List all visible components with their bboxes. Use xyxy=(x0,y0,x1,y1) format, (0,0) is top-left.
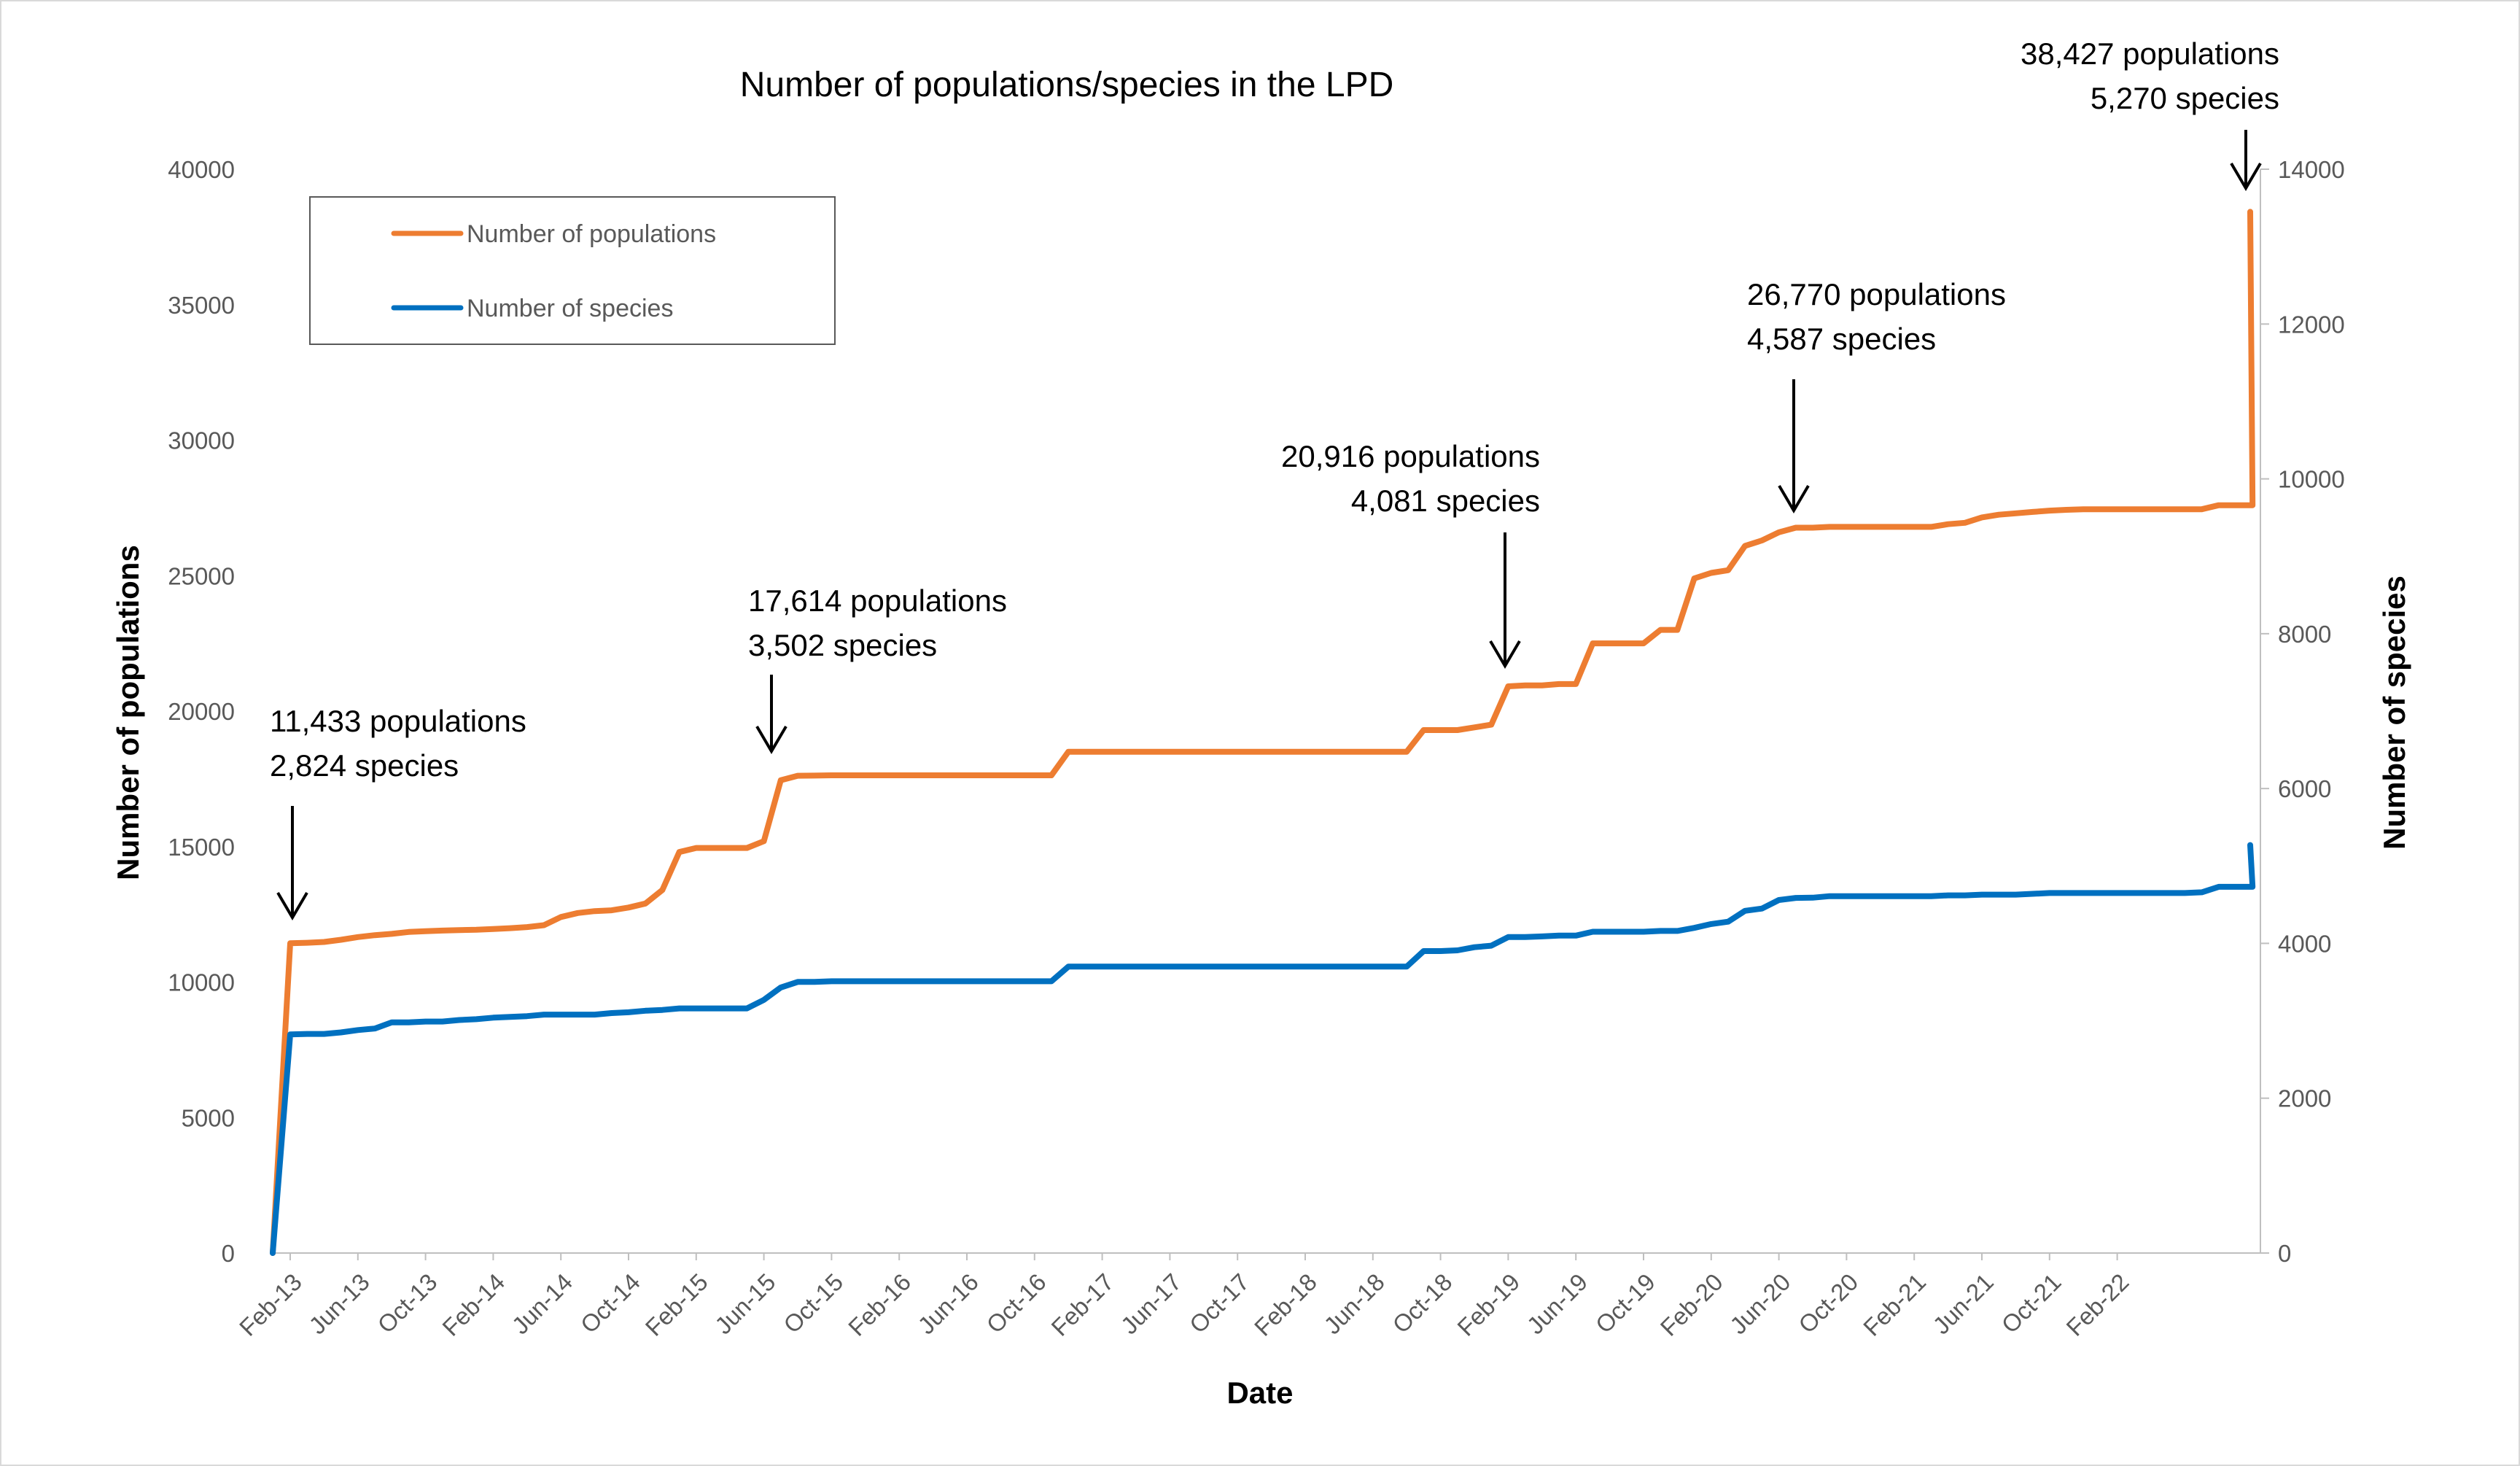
legend-label-populations: Number of populations xyxy=(467,220,716,248)
x-tick-label: Feb-22 xyxy=(2061,1268,2134,1341)
x-tick-label: Jun-18 xyxy=(1318,1268,1390,1340)
annotation-arrow-head xyxy=(1489,640,1521,669)
x-tick-label: Feb-15 xyxy=(640,1268,713,1341)
annotation-populations-text: 17,614 populations xyxy=(748,583,1007,618)
x-tick-label: Oct-15 xyxy=(778,1268,848,1338)
x-axis-ticks: Feb-13Jun-13Oct-13Feb-14Jun-14Oct-14Feb-… xyxy=(234,1253,2134,1341)
left-y-axis-label: Number of populations xyxy=(111,545,145,880)
x-tick-label: Feb-16 xyxy=(843,1268,916,1341)
axes-lines xyxy=(271,169,2261,1254)
x-tick-label: Oct-16 xyxy=(981,1268,1051,1338)
left-y-tick-label: 35000 xyxy=(168,292,235,319)
x-axis-label: Date xyxy=(1226,1376,1293,1410)
right-y-tick-label: 12000 xyxy=(2278,311,2345,338)
right-y-tick-label: 6000 xyxy=(2278,775,2331,802)
annotation-arrow-head xyxy=(1778,484,1810,513)
series-line-populations xyxy=(270,209,2256,1256)
x-tick-label: Jun-17 xyxy=(1116,1268,1187,1340)
legend-box xyxy=(309,196,836,345)
x-tick-label: Feb-19 xyxy=(1452,1268,1525,1341)
annotation-populations-text: 26,770 populations xyxy=(1747,277,2006,311)
x-tick-label: Jun-14 xyxy=(507,1268,578,1340)
left-y-tick-label: 40000 xyxy=(168,156,235,183)
right-y-tick-label: 4000 xyxy=(2278,930,2331,957)
series-layer xyxy=(270,209,2256,1256)
chart-title: Number of populations/species in the LPD xyxy=(740,66,1394,104)
x-tick-label: Jun-13 xyxy=(303,1268,375,1340)
annotation-populations-text: 38,427 populations xyxy=(2021,36,2279,71)
left-y-tick-label: 15000 xyxy=(168,834,235,861)
annotation-arrow-head xyxy=(2230,162,2262,191)
x-tick-label: Jun-20 xyxy=(1724,1268,1796,1340)
right-y-tick-label: 0 xyxy=(2278,1240,2291,1267)
x-tick-label: Feb-17 xyxy=(1046,1268,1119,1341)
x-tick-label: Oct-19 xyxy=(1590,1268,1660,1338)
annotations: 11,433 populations 2,824 species 17,614 po… xyxy=(270,36,2279,920)
legend-label-species: Number of species xyxy=(467,295,673,322)
left-y-tick-label: 20000 xyxy=(168,698,235,725)
annotation-arrow-head xyxy=(755,725,788,754)
series-line-species xyxy=(270,842,2256,1256)
right-y-axis-label: Number of species xyxy=(2377,575,2411,850)
annotation-populations-text: 11,433 populations xyxy=(270,704,526,738)
annotation-species-text: 4,081 species xyxy=(1351,484,1540,518)
annotation-species-text: 2,824 species xyxy=(270,748,459,783)
x-tick-label: Jun-15 xyxy=(709,1268,781,1340)
x-tick-label: Oct-14 xyxy=(575,1268,645,1338)
x-tick-label: Oct-20 xyxy=(1793,1268,1863,1338)
x-tick-label: Feb-18 xyxy=(1249,1268,1322,1341)
right-y-tick-label: 10000 xyxy=(2278,466,2345,493)
annotation-species-text: 4,587 species xyxy=(1747,322,1936,356)
annotation-arrow-head xyxy=(276,891,308,920)
x-tick-label: Oct-21 xyxy=(1996,1268,2066,1338)
left-y-tick-label: 30000 xyxy=(168,427,235,454)
x-tick-label: Feb-21 xyxy=(1858,1268,1931,1341)
legend: Number of populations Number of species xyxy=(309,196,836,345)
left-y-tick-label: 10000 xyxy=(168,969,235,996)
x-tick-label: Oct-13 xyxy=(372,1268,442,1338)
right-y-tick-label: 14000 xyxy=(2278,156,2345,183)
x-tick-label: Feb-14 xyxy=(437,1268,510,1341)
left-y-tick-label: 0 xyxy=(222,1240,235,1267)
x-tick-label: Jun-19 xyxy=(1522,1268,1593,1340)
x-tick-label: Feb-13 xyxy=(234,1268,307,1341)
left-y-axis-ticks: 0 5000 10000 15000 20000 25000 30000 35000 40000 xyxy=(168,156,235,1267)
annotation-species-text: 5,270 species xyxy=(2091,81,2279,115)
x-tick-label: Jun-16 xyxy=(912,1268,984,1340)
right-y-tick-label: 8000 xyxy=(2278,621,2331,648)
left-y-tick-label: 5000 xyxy=(182,1104,235,1131)
x-tick-label: Feb-20 xyxy=(1655,1268,1728,1341)
annotation-species-text: 3,502 species xyxy=(748,628,937,662)
right-y-axis-ticks: 0 2000 4000 6000 8000 10000 12000 14000 xyxy=(2260,156,2345,1267)
right-y-tick-label: 2000 xyxy=(2278,1085,2331,1112)
left-y-tick-label: 25000 xyxy=(168,562,235,589)
x-tick-label: Oct-17 xyxy=(1184,1268,1254,1338)
annotation-populations-text: 20,916 populations xyxy=(1281,439,1540,473)
x-tick-label: Oct-18 xyxy=(1387,1268,1457,1338)
x-tick-label: Jun-21 xyxy=(1927,1268,1999,1340)
